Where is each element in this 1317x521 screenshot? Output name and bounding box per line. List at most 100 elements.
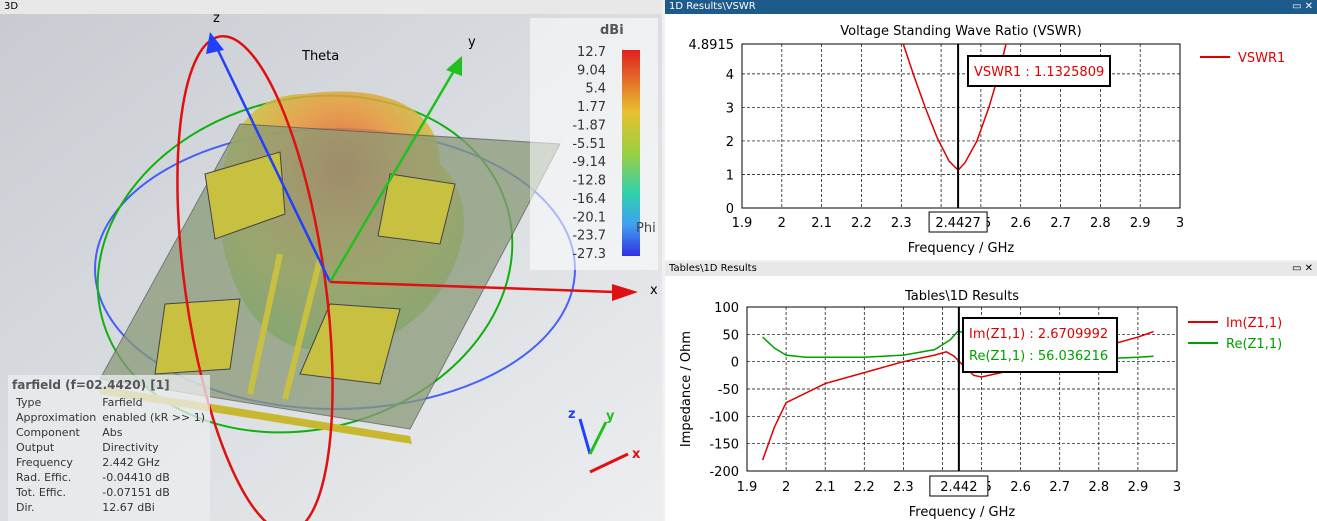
y-tick-label: -100 — [709, 410, 739, 425]
colorbar-label: -20.1 — [572, 210, 606, 225]
triad-z — [578, 418, 592, 455]
info-value: Abs — [102, 426, 123, 439]
info-row: Rad. Effic. -0.04410 dB — [14, 470, 209, 485]
annotation-box — [967, 55, 1111, 87]
x-tick-label: 2.6 — [1010, 480, 1031, 495]
title-text: 1D Results\VSWR — [669, 1, 756, 12]
chart-title: Tables\1D Results — [904, 289, 1019, 304]
info-key: Frequency — [16, 456, 73, 469]
marker-box — [928, 211, 988, 233]
info-row: Approximation enabled (kR >> 1) — [14, 410, 209, 425]
info-table: Type Farfield Approximation enabled (kR >> … — [14, 395, 209, 515]
arrow — [206, 32, 224, 54]
colorbar-label: 9.04 — [577, 63, 606, 78]
axis-label: Theta — [301, 49, 339, 64]
x-tick-label: 2.2 — [851, 216, 872, 231]
info-row: Frequency 2.442 GHz — [14, 455, 209, 470]
chart: Voltage Standing Wave Ratio (VSWR) 0 1 2 3 4 4… — [689, 24, 1286, 256]
y-tick-label: -150 — [709, 438, 739, 453]
info-row: Output Directivity — [14, 440, 209, 455]
marker-label: 2.4427 — [935, 216, 981, 231]
title-text: Tables\1D Results — [669, 263, 757, 274]
triad-y — [588, 421, 608, 455]
info-value: 2.442 GHz — [102, 456, 160, 469]
info-value: Directivity — [102, 441, 159, 454]
info-value: enabled (kR >> 1) — [102, 411, 206, 424]
info-title: farfield (f=02.4420) [1] — [12, 378, 170, 392]
patch — [204, 151, 286, 240]
y-tick-label: -50 — [718, 383, 739, 398]
marker-label: 2.442 — [940, 480, 977, 495]
annotation-box — [962, 317, 1118, 373]
x-tick-label: 2.1 — [811, 216, 832, 231]
patch — [299, 303, 401, 385]
info-panel: farfield (f=02.4420) [1] Type Farfield App… — [8, 375, 210, 521]
info-key: Component — [16, 426, 80, 439]
x-tick-label: 2.9 — [1130, 216, 1151, 231]
info-value: -0.07151 dB — [102, 486, 170, 499]
triad-label: x — [632, 447, 641, 462]
patch — [154, 298, 241, 375]
triad-x — [589, 452, 629, 474]
y-tick-label: 3 — [726, 101, 734, 116]
legend-label: Im(Z1,1) — [1226, 316, 1282, 331]
chart-title: Voltage Standing Wave Ratio (VSWR) — [840, 24, 1081, 39]
arrow — [612, 284, 638, 301]
colorbar-label: -12.8 — [572, 174, 606, 189]
arrow — [446, 56, 462, 76]
colorbar-label: -23.7 — [572, 229, 606, 244]
plot-frame — [746, 306, 1178, 472]
x-tick-label: 2.3 — [891, 216, 912, 231]
info-row: Type Farfield — [14, 395, 209, 410]
colorbar-label: -27.3 — [572, 247, 606, 262]
x-tick-label: 2.1 — [815, 480, 836, 495]
info-value: Farfield — [102, 396, 143, 409]
feed-line — [247, 253, 283, 395]
colorbar-label: -1.87 — [572, 118, 606, 133]
axis-label: z — [213, 14, 220, 26]
marker-box — [929, 475, 989, 497]
window-title: 1D Results\VSWR ▭ ✕ — [665, 0, 1317, 14]
x-tick-label: 3 — [1173, 480, 1181, 495]
title-text: 3D — [4, 1, 19, 12]
axis-label: Phi — [636, 221, 656, 236]
x-tick-label: 2.6 — [1010, 216, 1031, 231]
legend-label: Re(Z1,1) — [1226, 337, 1282, 352]
impedance-window: Tables\1D Results ▭ ✕ Tables\1D Results -2… — [665, 262, 1317, 521]
colorbar-label: 12.7 — [577, 45, 606, 60]
y-tick-label: 0 — [731, 356, 739, 371]
colorbar-label: -5.51 — [572, 137, 606, 152]
annotation: Im(Z1,1) : 2.6709992 — [969, 327, 1108, 342]
info-key: Rad. Effic. — [16, 471, 72, 484]
triad-label: y — [606, 409, 615, 424]
info-row: Dir. 12.67 dBi — [14, 500, 209, 515]
y-tick-label: 1 — [726, 168, 734, 183]
x-axis-label: Frequency / GHz — [908, 241, 1015, 256]
chart: Tables\1D Results -200 -150 -100 -50 0 50 100 1.… — [679, 289, 1282, 520]
colorbar-label: -16.4 — [572, 192, 606, 207]
window-buttons[interactable]: ▭ ✕ — [1291, 263, 1313, 274]
plot-frame — [741, 43, 1181, 209]
info-key: Approximation — [16, 411, 97, 424]
axis-z — [213, 43, 332, 283]
x-tick-label: 2.7 — [1049, 480, 1070, 495]
x-tick-label: 1.9 — [737, 480, 758, 495]
colorbar — [622, 50, 640, 256]
x-tick-label: 2.8 — [1088, 480, 1109, 495]
x-tick-label: 2.7 — [1050, 216, 1071, 231]
triad-label: z — [568, 407, 576, 422]
y-axis-label: Impedance / Ohm — [679, 331, 694, 447]
legend-label: VSWR1 — [1238, 51, 1285, 66]
colorbar-unit: dBi — [600, 23, 624, 38]
window-title: Tables\1D Results ▭ ✕ — [665, 262, 1317, 276]
y-tick-label: 100 — [714, 301, 739, 316]
annotation: Re(Z1,1) : 56.036216 — [969, 349, 1108, 364]
x-tick-label: 2.9 — [1128, 480, 1149, 495]
info-row: Tot. Effic. -0.07151 dB — [14, 485, 209, 500]
window-buttons[interactable]: ▭ ✕ — [1291, 1, 1313, 12]
x-tick-label: 2.3 — [893, 480, 914, 495]
x-tick-label: 2.8 — [1090, 216, 1111, 231]
y-tick-label: 2 — [726, 135, 734, 150]
y-tick-label: 4 — [726, 68, 734, 83]
